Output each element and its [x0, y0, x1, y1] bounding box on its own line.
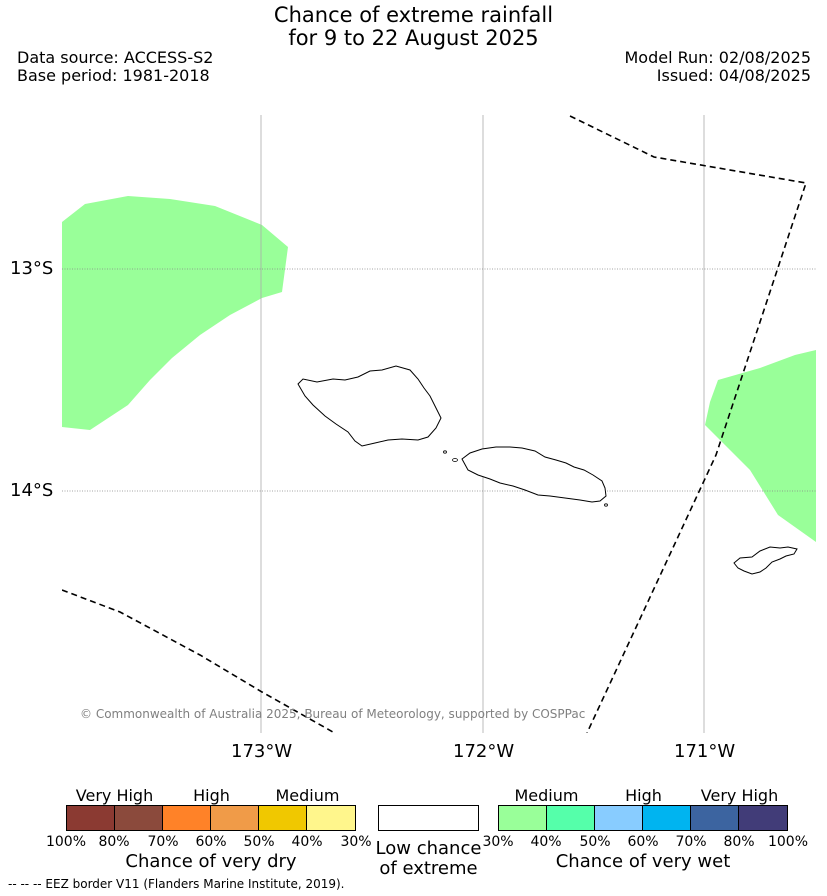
upolu-island	[461, 446, 607, 503]
lon-label-172w: 172°W	[453, 741, 515, 762]
wet-tick-70: 70%	[675, 834, 707, 850]
wet-swatch-2	[546, 805, 595, 831]
dry-caption: Chance of very dry	[125, 851, 297, 872]
dry-heading-high: High	[193, 786, 230, 805]
wet-colorbar	[498, 805, 788, 831]
eez-border	[62, 115, 808, 733]
west-wet-area	[62, 196, 288, 430]
dry-tick-40: 40%	[291, 834, 323, 850]
issued-date: Issued: 04/08/2025	[656, 66, 811, 85]
dry-swatch-1	[66, 805, 115, 831]
wet-heading-very-high: Very High	[700, 786, 779, 805]
wet-swatch-1	[498, 805, 547, 831]
dry-tick-30: 30%	[340, 834, 372, 850]
wet-tick-30: 30%	[482, 834, 514, 850]
lat-label-13s: 13°S	[10, 258, 54, 279]
savaii-island	[297, 365, 442, 447]
wet-tick-60: 60%	[627, 834, 659, 850]
wet-caption: Chance of very wet	[555, 851, 731, 872]
wet-swatch-5	[690, 805, 739, 831]
apolima-islet	[443, 450, 447, 454]
low-chance-caption-line2: of extreme	[379, 858, 478, 879]
wet-swatch-4	[642, 805, 691, 831]
wet-swatch-3	[594, 805, 643, 831]
wet-tick-50: 50%	[579, 834, 611, 850]
model-run: Model Run: 02/08/2025	[624, 48, 812, 67]
wet-tick-80: 80%	[723, 834, 755, 850]
wet-heading-medium: Medium	[514, 786, 579, 805]
wet-tick-40: 40%	[530, 834, 562, 850]
map-title-line1: Chance of extreme rainfall	[273, 3, 554, 27]
low-chance-swatch	[378, 805, 479, 831]
dry-tick-80: 80%	[98, 834, 130, 850]
dry-tick-60: 60%	[195, 834, 227, 850]
dry-tick-70: 70%	[147, 834, 179, 850]
dry-swatch-2	[114, 805, 163, 831]
data-source: Data source: ACCESS-S2	[17, 48, 214, 67]
wet-heading-high: High	[625, 786, 662, 805]
nuutele-islet	[604, 503, 608, 507]
dry-tick-50: 50%	[243, 834, 275, 850]
manono-islet	[452, 458, 458, 462]
base-period: Base period: 1981-2018	[17, 66, 210, 85]
tutuila-island	[733, 546, 798, 575]
dry-tick-100: 100%	[45, 834, 87, 850]
dry-heading-very-high: Very High	[75, 786, 154, 805]
copyright-notice: © Commonwealth of Australia 2025, Bureau…	[80, 707, 586, 721]
low-chance-caption-line1: Low chance	[375, 838, 482, 859]
map-title-line2: for 9 to 22 August 2025	[288, 26, 539, 50]
dry-swatch-6	[306, 805, 356, 831]
eez-footnote: -- -- -- EEZ border V11 (Flanders Marine…	[8, 877, 345, 891]
dry-swatch-3	[162, 805, 211, 831]
dry-swatch-4	[210, 805, 259, 831]
lon-label-171w: 171°W	[674, 741, 736, 762]
lat-label-14s: 14°S	[10, 480, 54, 501]
dry-swatch-5	[258, 805, 307, 831]
dry-heading-medium: Medium	[275, 786, 340, 805]
gridlines	[260, 115, 705, 733]
wet-swatch-6	[738, 805, 788, 831]
wet-tick-100: 100%	[767, 834, 809, 850]
lon-label-173w: 173°W	[231, 741, 293, 762]
dry-colorbar	[66, 805, 356, 831]
east-wet-area	[705, 350, 816, 542]
